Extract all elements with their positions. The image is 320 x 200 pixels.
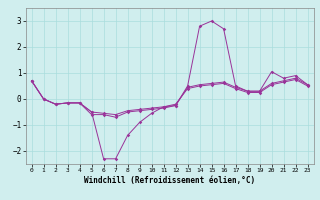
X-axis label: Windchill (Refroidissement éolien,°C): Windchill (Refroidissement éolien,°C)	[84, 176, 255, 185]
